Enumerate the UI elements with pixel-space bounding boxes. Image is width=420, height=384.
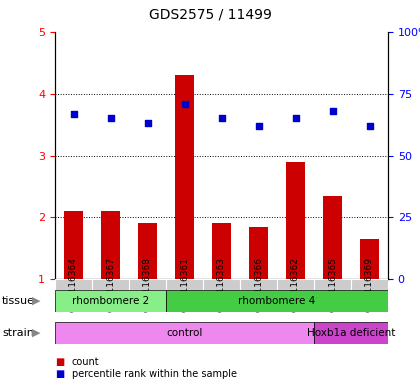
Text: ■: ■ [55, 357, 64, 367]
Bar [203, 279, 240, 290]
Text: ▶: ▶ [32, 328, 40, 338]
Bar [323, 195, 342, 279]
Text: GSM116369: GSM116369 [365, 257, 374, 312]
Bar [286, 162, 305, 279]
Text: GSM116361: GSM116361 [180, 257, 189, 312]
Bar [166, 290, 388, 312]
Text: strain: strain [2, 328, 34, 338]
Bar [129, 279, 166, 290]
Point [255, 123, 262, 129]
Bar [166, 279, 203, 290]
Bar [92, 279, 129, 290]
Point [107, 115, 114, 121]
Text: tissue: tissue [2, 296, 35, 306]
Bar [175, 75, 194, 279]
Text: percentile rank within the sample: percentile rank within the sample [72, 369, 237, 379]
Text: GSM116368: GSM116368 [143, 257, 152, 312]
Bar [55, 290, 166, 312]
Bar [314, 279, 351, 290]
Text: control: control [166, 328, 203, 338]
Bar [360, 239, 379, 279]
Text: GDS2575 / 11499: GDS2575 / 11499 [149, 8, 271, 22]
Text: ▶: ▶ [32, 296, 40, 306]
Text: GSM116365: GSM116365 [328, 257, 337, 312]
Bar [277, 279, 314, 290]
Text: GSM116364: GSM116364 [69, 257, 78, 312]
Point [329, 108, 336, 114]
Point [181, 101, 188, 107]
Bar [314, 322, 388, 344]
Bar [55, 279, 92, 290]
Point [292, 115, 299, 121]
Bar [212, 223, 231, 279]
Bar [240, 279, 277, 290]
Bar [138, 223, 157, 279]
Text: GSM116367: GSM116367 [106, 257, 115, 312]
Point [366, 123, 373, 129]
Bar [249, 227, 268, 279]
Bar [55, 322, 314, 344]
Text: ■: ■ [55, 369, 64, 379]
Bar [101, 211, 120, 279]
Text: Hoxb1a deficient: Hoxb1a deficient [307, 328, 395, 338]
Text: GSM116363: GSM116363 [217, 257, 226, 312]
Point [144, 120, 151, 126]
Text: rhombomere 2: rhombomere 2 [72, 296, 149, 306]
Bar [351, 279, 388, 290]
Point [70, 111, 77, 117]
Text: GSM116362: GSM116362 [291, 257, 300, 312]
Text: GSM116366: GSM116366 [254, 257, 263, 312]
Point [218, 115, 225, 121]
Text: count: count [72, 357, 100, 367]
Bar [64, 211, 83, 279]
Text: rhombomere 4: rhombomere 4 [239, 296, 315, 306]
